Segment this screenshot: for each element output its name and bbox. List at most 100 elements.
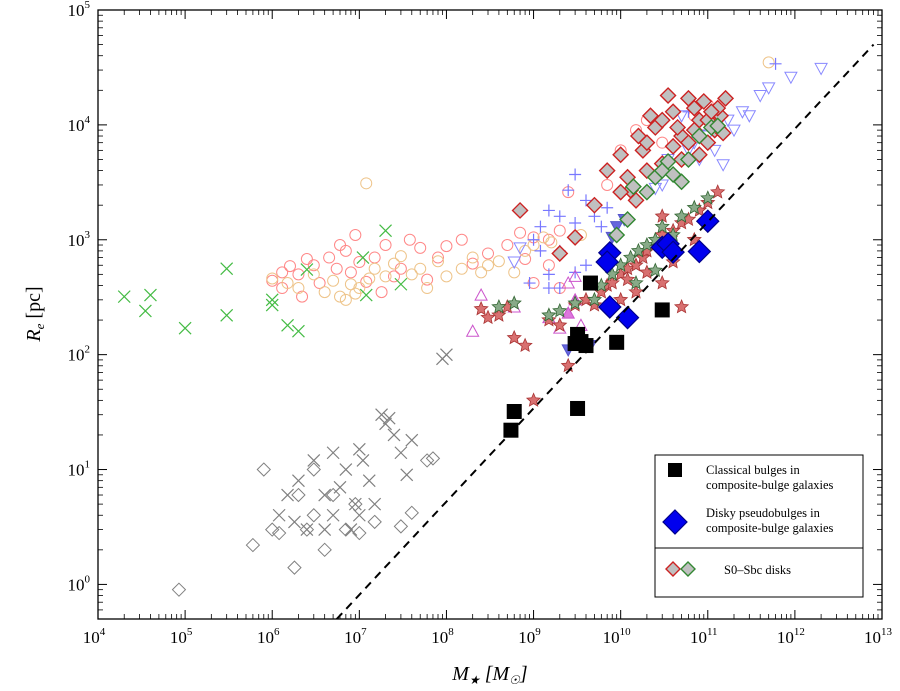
data-point bbox=[769, 57, 782, 70]
data-point bbox=[534, 220, 547, 233]
data-point bbox=[348, 497, 362, 511]
data-point bbox=[220, 262, 234, 276]
data-point bbox=[299, 522, 315, 537]
data-point bbox=[272, 508, 286, 522]
data-point bbox=[569, 266, 582, 279]
data-point bbox=[353, 256, 366, 269]
series-square bbox=[503, 275, 670, 438]
data-point bbox=[482, 247, 495, 260]
data-point bbox=[334, 239, 347, 252]
data-point bbox=[628, 274, 644, 290]
data-point bbox=[552, 317, 568, 332]
data-point bbox=[784, 71, 798, 85]
data-point bbox=[580, 259, 593, 272]
data-point bbox=[707, 144, 722, 158]
data-point bbox=[348, 496, 363, 512]
x-tick-label: 104 bbox=[83, 626, 106, 647]
y-tick-label: 100 bbox=[68, 573, 91, 594]
data-point bbox=[656, 136, 669, 149]
data-point bbox=[629, 127, 647, 145]
data-point bbox=[542, 282, 555, 295]
data-point bbox=[578, 338, 594, 354]
data-point bbox=[425, 451, 441, 466]
data-point bbox=[541, 312, 557, 327]
y-tick-label: 104 bbox=[68, 114, 91, 135]
data-point bbox=[613, 291, 629, 307]
data-point bbox=[330, 262, 343, 275]
data-point bbox=[339, 293, 352, 306]
data-point bbox=[506, 295, 522, 310]
data-point bbox=[700, 190, 716, 205]
data-point bbox=[117, 290, 131, 304]
data-point bbox=[307, 259, 320, 272]
data-point bbox=[368, 251, 381, 264]
data-point bbox=[700, 194, 716, 210]
data-point bbox=[480, 309, 496, 325]
data-point bbox=[513, 242, 527, 255]
data-point bbox=[595, 220, 608, 233]
data-point bbox=[679, 134, 697, 152]
data-point bbox=[421, 282, 434, 295]
data-point bbox=[710, 184, 726, 199]
data-point bbox=[356, 454, 370, 467]
data-point bbox=[761, 82, 776, 95]
data-point bbox=[419, 453, 435, 468]
data-point bbox=[814, 62, 828, 76]
data-point bbox=[541, 307, 557, 322]
data-point bbox=[138, 304, 152, 318]
data-point bbox=[326, 446, 340, 460]
legend-label: composite-bulge galaxies bbox=[706, 521, 834, 535]
data-point bbox=[455, 233, 468, 246]
data-point bbox=[552, 302, 568, 318]
x-tick-label: 109 bbox=[518, 626, 541, 647]
data-point bbox=[466, 257, 479, 270]
data-point bbox=[687, 239, 712, 264]
data-point bbox=[281, 318, 294, 332]
data-point bbox=[306, 508, 321, 523]
data-point bbox=[356, 251, 370, 264]
data-point bbox=[405, 268, 418, 281]
data-point bbox=[597, 295, 622, 319]
data-point bbox=[601, 178, 614, 191]
data-point bbox=[300, 253, 313, 266]
data-point bbox=[762, 56, 775, 69]
data-point bbox=[318, 523, 332, 537]
data-point bbox=[542, 233, 555, 246]
data-point bbox=[421, 273, 434, 286]
data-point bbox=[287, 560, 302, 575]
data-point bbox=[349, 287, 362, 300]
data-point bbox=[368, 262, 381, 275]
legend-marker-green-diamond bbox=[680, 561, 696, 577]
data-point bbox=[440, 270, 453, 283]
series-x bbox=[117, 224, 408, 338]
data-point bbox=[292, 268, 305, 281]
y-tick-label: 105 bbox=[68, 0, 91, 20]
data-point bbox=[432, 251, 445, 264]
y-tick-label: 103 bbox=[68, 229, 91, 250]
series-circle-open bbox=[266, 56, 775, 306]
data-point bbox=[553, 210, 566, 223]
data-point bbox=[265, 293, 279, 307]
data-point bbox=[144, 288, 157, 302]
data-point bbox=[492, 255, 505, 268]
data-point bbox=[379, 224, 392, 238]
data-point bbox=[338, 522, 354, 537]
data-point bbox=[334, 290, 347, 303]
data-point bbox=[317, 542, 332, 558]
data-point bbox=[475, 266, 488, 279]
data-point bbox=[382, 411, 396, 425]
data-point bbox=[281, 488, 294, 502]
data-point bbox=[405, 433, 419, 447]
data-point bbox=[394, 277, 408, 291]
data-point bbox=[375, 286, 388, 299]
data-point bbox=[349, 229, 362, 242]
data-point bbox=[491, 298, 507, 314]
data-point bbox=[517, 337, 533, 353]
series-x bbox=[272, 348, 453, 537]
data-point bbox=[585, 196, 603, 214]
data-point bbox=[300, 263, 314, 277]
data-point bbox=[318, 488, 332, 502]
x-axis-label: M★ [M☉] bbox=[451, 663, 527, 687]
data-point bbox=[339, 463, 353, 476]
